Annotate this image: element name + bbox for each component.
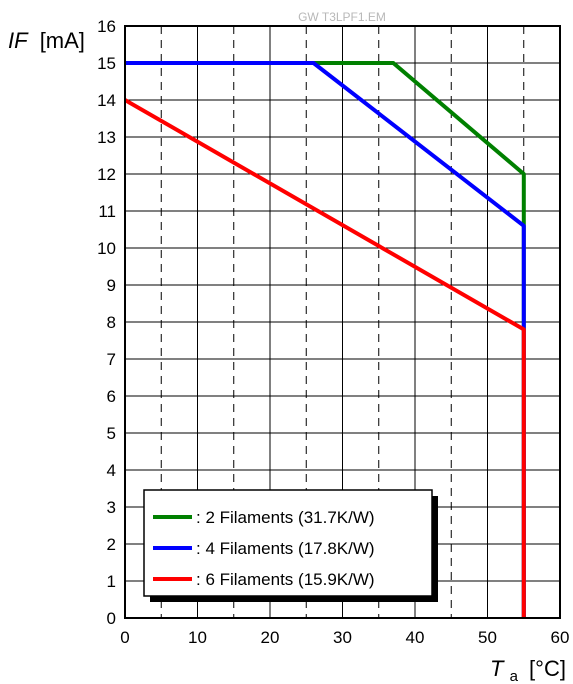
legend: : 2 Filaments (31.7K/W) : 4 Filaments (17… [143, 489, 438, 602]
y-tick-label: 13 [97, 128, 116, 147]
y-tick-label: 0 [107, 609, 116, 628]
x-axis-title-symbol: T [490, 656, 505, 681]
x-tick-label: 40 [406, 628, 425, 647]
legend-label-1: : 2 Filaments (31.7K/W) [196, 508, 375, 527]
series-lines [124, 61, 526, 618]
y-tick-label: 6 [107, 387, 116, 406]
y-tick-label: 8 [107, 313, 116, 332]
x-tick-label: 60 [551, 628, 570, 647]
y-tick-label: 5 [107, 424, 116, 443]
y-tick-label: 1 [107, 572, 116, 591]
x-tick-label: 10 [188, 628, 207, 647]
y-tick-label: 7 [107, 350, 116, 369]
y-tick-label: 15 [97, 54, 116, 73]
series-line-3 [124, 98, 526, 618]
legend-label-3: : 6 Filaments (15.9K/W) [196, 570, 375, 589]
x-tick-label: 30 [333, 628, 352, 647]
x-tick-label: 0 [120, 628, 129, 647]
legend-label-2: : 4 Filaments (17.8K/W) [196, 539, 375, 558]
y-tick-label: 16 [97, 17, 116, 36]
y-tick-label: 12 [97, 165, 116, 184]
y-axis-title-unit: [mA] [40, 28, 85, 53]
y-tick-label: 14 [97, 91, 116, 110]
x-tick-label: 50 [478, 628, 497, 647]
plot-frame [124, 25, 561, 619]
y-tick-label: 9 [107, 276, 116, 295]
y-axis-title-symbol: IF [8, 28, 29, 53]
y-tick-label: 4 [107, 461, 116, 480]
watermark: GW T3LPF1.EM [298, 10, 386, 24]
y-tick-label: 2 [107, 535, 116, 554]
legend-box [143, 489, 433, 597]
y-tick-label: 11 [98, 202, 116, 221]
x-axis-title-unit: [°C] [529, 656, 566, 681]
x-axis-title-subscript: a [510, 668, 519, 684]
y-axis-title: IF [mA] [8, 28, 85, 53]
y-tick-label: 10 [97, 239, 116, 258]
x-axis-title: T a [°C] [490, 656, 566, 684]
x-tick-label: 20 [261, 628, 280, 647]
y-tick-label: 3 [107, 498, 116, 517]
